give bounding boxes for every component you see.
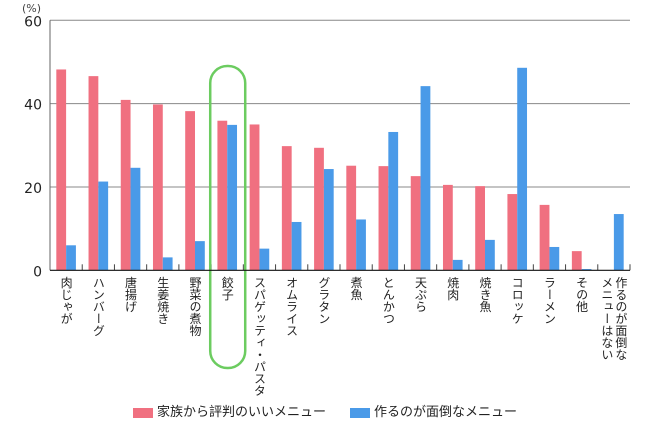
x-tick-label: 焼き魚 [478, 276, 492, 313]
bar-popular [314, 147, 324, 271]
bar-popular [378, 166, 389, 271]
bar-troublesome [162, 257, 173, 271]
bar-popular [88, 76, 99, 271]
bar-troublesome [356, 219, 366, 271]
bar-popular [185, 111, 195, 271]
bar-troublesome [549, 246, 560, 271]
x-tick-label: 焼肉 [446, 276, 460, 300]
bar-troublesome [66, 245, 76, 271]
x-tick-label: コロッケ [510, 276, 524, 324]
legend-swatch [350, 408, 370, 418]
x-tick-label: オムライス [285, 276, 299, 336]
y-tick-label: 40 [24, 98, 42, 114]
x-tick-label: 天ぷら [414, 276, 428, 312]
highlight-outline [208, 64, 247, 370]
bar-popular [249, 124, 260, 271]
bar-troublesome [581, 269, 592, 271]
x-tick-label: 餃子 [220, 275, 234, 300]
bar-popular [56, 69, 67, 271]
bar-troublesome [485, 239, 495, 271]
bar-popular [217, 120, 228, 271]
x-tick-label: 肉じゃが [59, 276, 73, 324]
bar-troublesome [130, 167, 141, 271]
bar-popular [120, 99, 131, 271]
bar-troublesome [388, 131, 399, 271]
bar-popular [442, 184, 453, 271]
legend: 家族から評判のいいメニュー 作るのが面倒なメニュー [0, 405, 650, 421]
bar-troublesome [259, 248, 270, 271]
legend-item-blue: 作るのが面倒なメニュー [350, 405, 517, 421]
bar-troublesome [420, 86, 431, 271]
legend-label: 家族から評判のいいメニュー [156, 405, 326, 420]
bar-troublesome [323, 169, 334, 271]
bar-popular [281, 146, 292, 271]
bar-popular [475, 186, 485, 271]
y-tick-label: 20 [24, 181, 42, 197]
x-tick-label: スパゲッティ・パスタ [252, 276, 266, 396]
x-tick-label: メニューはない [600, 276, 614, 360]
bar-troublesome [98, 181, 109, 271]
bar-troublesome [195, 241, 205, 271]
x-tick-label: グラタン [317, 276, 331, 324]
bar-popular [539, 204, 550, 271]
x-tick-label: 野菜の煮物 [188, 276, 202, 336]
bar-popular [571, 251, 582, 271]
bar-chart: (%) 0 20 40 60 肉じゃが ハンバーグ 唐揚げ 生姜焼き 野菜の煮物 餃子 スパゲッティ… [22, 2, 631, 396]
bar-popular [152, 104, 163, 271]
bar-popular [410, 176, 421, 271]
y-unit-label: (%) [22, 2, 41, 15]
y-tick-label: 0 [33, 264, 42, 280]
y-tick-label: 60 [24, 14, 42, 30]
x-tick-label: 煮魚 [349, 276, 363, 301]
legend-item-pink: 家族から評判のいいメニュー [132, 405, 326, 421]
legend-label: 作るのが面倒なメニュー [374, 405, 518, 420]
x-tick-label: ラーメン [542, 276, 556, 324]
bar-troublesome [291, 221, 302, 271]
bar-troublesome [227, 124, 238, 271]
bar-popular [507, 194, 518, 271]
x-tick-label: ハンバーグ [91, 276, 105, 336]
bar-popular [346, 165, 357, 271]
x-tick-label: 生姜焼き [156, 276, 170, 324]
bar-troublesome [452, 259, 463, 271]
bar-troublesome [613, 214, 624, 271]
legend-swatch [132, 408, 153, 418]
bar-troublesome [517, 67, 528, 271]
x-tick-label: とんかつ [381, 276, 395, 324]
x-tick-label: 作るのが面倒な [614, 276, 628, 360]
x-tick-label: 唐揚げ [124, 275, 138, 312]
x-tick-label: その他 [575, 276, 589, 312]
